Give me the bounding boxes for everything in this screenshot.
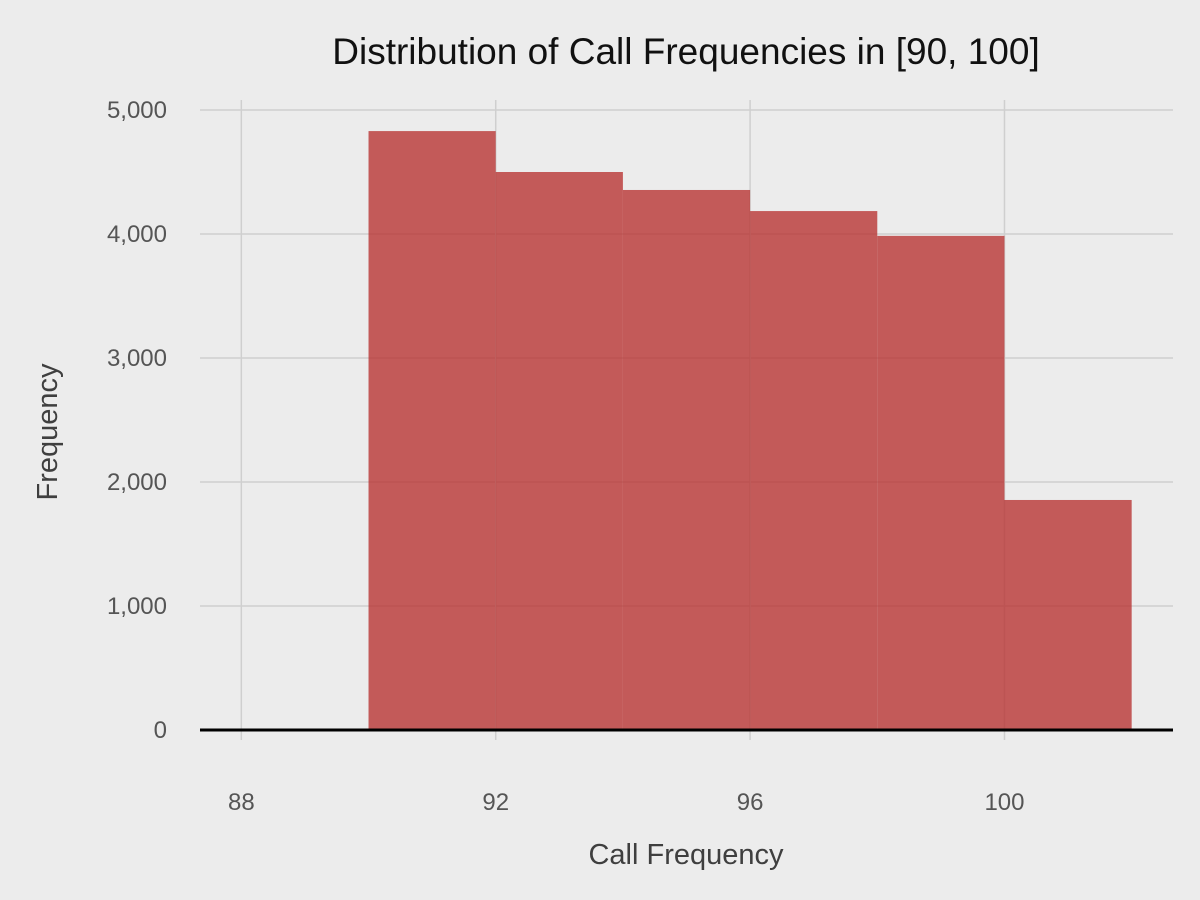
bars	[368, 131, 1132, 731]
histogram-bar	[877, 235, 1005, 731]
x-tick-label: 88	[228, 789, 255, 816]
x-tick-label: 92	[482, 789, 509, 816]
histogram-bar	[1004, 499, 1132, 730]
x-tick-label: 96	[737, 789, 764, 816]
y-tick-label: 3,000	[107, 345, 167, 372]
x-axis-title: Call Frequency	[588, 839, 784, 871]
y-tick-label: 0	[154, 717, 167, 744]
histogram-bar	[368, 131, 496, 730]
histogram-bar	[495, 172, 623, 730]
chart-title: Distribution of Call Frequencies in [90,…	[332, 31, 1039, 72]
y-tick-label: 4,000	[107, 221, 167, 248]
y-tick-label: 1,000	[107, 593, 167, 620]
y-axis-title: Frequency	[32, 363, 64, 501]
y-tick-label: 2,000	[107, 469, 167, 496]
histogram-bar	[622, 189, 751, 731]
histogram-bar	[750, 211, 878, 730]
x-tick-label: 100	[984, 789, 1024, 816]
y-tick-label: 5,000	[107, 97, 167, 124]
tick-labels: 0 1,000 2,000 3,000 4,000 5,000 88 92 96 100	[107, 97, 1025, 816]
